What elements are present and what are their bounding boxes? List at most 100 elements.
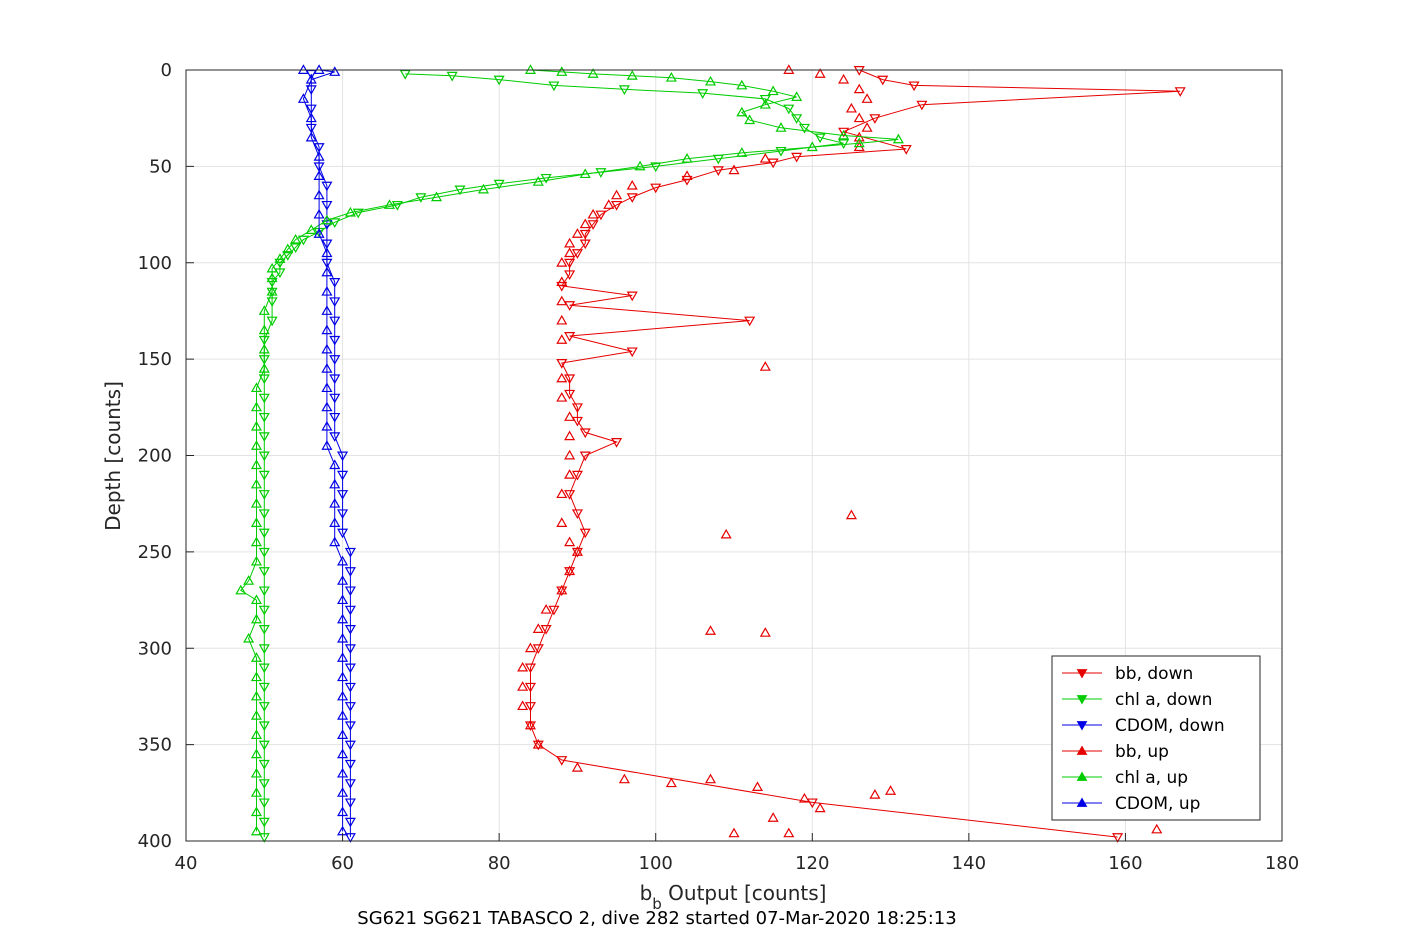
- data-point: [266, 285, 278, 296]
- data-point: [266, 316, 278, 327]
- data-point: [853, 66, 865, 76]
- data-point: [564, 332, 576, 342]
- data-point: [477, 183, 490, 194]
- data-point: [571, 762, 583, 772]
- data-point: [571, 470, 583, 481]
- data-point: [258, 305, 270, 315]
- legend-label: CDOM, up: [1115, 794, 1200, 814]
- data-point: [337, 594, 349, 605]
- legend-item: CDOM, up: [1062, 794, 1200, 814]
- y-tick-label: 200: [138, 446, 172, 467]
- legend: bb, down chl a, down CDOM, down bb, up chl a…: [1051, 655, 1261, 821]
- data-point: [344, 206, 356, 217]
- data-point: [626, 193, 638, 203]
- data-point: [258, 451, 270, 462]
- data-point: [759, 94, 771, 105]
- data-point: [258, 586, 270, 597]
- data-point: [665, 72, 677, 82]
- data-point: [838, 127, 850, 138]
- x-tick-label: 140: [952, 853, 986, 874]
- data-point: [290, 233, 302, 244]
- data-point: [524, 663, 536, 674]
- data-point: [250, 690, 262, 701]
- data-point: [783, 104, 795, 115]
- data-point: [329, 536, 341, 547]
- data-point: [618, 85, 630, 95]
- data-point: [250, 478, 262, 489]
- data-point: [540, 624, 552, 635]
- data-point: [250, 652, 262, 662]
- data-point: [337, 806, 349, 817]
- legend-item: bb, down: [1062, 664, 1193, 684]
- data-point: [321, 214, 333, 225]
- data-point: [892, 133, 904, 144]
- data-point: [564, 411, 576, 421]
- data-point: [329, 393, 341, 404]
- data-point: [556, 517, 568, 527]
- data-point: [258, 470, 270, 481]
- data-point: [258, 412, 270, 423]
- data-point: [250, 767, 262, 778]
- data-point: [329, 297, 341, 308]
- data-point: [258, 363, 270, 373]
- data-point: [344, 759, 356, 770]
- y-tick-label: 250: [138, 542, 172, 563]
- data-point: [556, 314, 568, 325]
- data-point: [250, 710, 262, 720]
- data-point: [313, 143, 325, 153]
- data-point: [634, 160, 646, 171]
- data-point: [767, 812, 779, 822]
- data-point: [329, 335, 341, 346]
- data-point: [900, 145, 912, 155]
- data-point: [282, 243, 294, 254]
- x-tick-label: 80: [488, 853, 511, 874]
- x-axis-label-main: b: [640, 881, 653, 905]
- data-point: [564, 247, 576, 258]
- data-point: [571, 509, 583, 520]
- data-point: [258, 779, 270, 789]
- data-point: [650, 162, 662, 173]
- data-point: [337, 632, 349, 643]
- data-point: [344, 740, 356, 751]
- data-point: [337, 509, 349, 520]
- data-point: [626, 347, 638, 358]
- data-point: [626, 291, 638, 302]
- data-point: [524, 702, 536, 712]
- data-point: [564, 301, 576, 311]
- data-point: [767, 158, 779, 169]
- data-point: [791, 91, 803, 101]
- data-point: [564, 536, 576, 547]
- data-point: [556, 281, 568, 292]
- legend-box: [1051, 655, 1261, 821]
- data-point: [540, 173, 552, 184]
- data-point: [321, 181, 333, 192]
- data-point: [344, 547, 356, 558]
- data-point: [704, 625, 717, 635]
- data-point: [697, 89, 709, 99]
- data-point: [595, 210, 607, 221]
- data-point: [1112, 833, 1124, 843]
- y-tick-label: 400: [138, 831, 172, 852]
- data-point: [783, 827, 795, 838]
- data-point: [430, 191, 443, 202]
- data-point: [579, 168, 591, 179]
- data-point: [783, 64, 795, 74]
- data-point: [869, 114, 881, 124]
- data-point: [845, 509, 857, 520]
- data-point: [564, 430, 576, 441]
- data-point: [321, 305, 333, 315]
- data-point: [337, 451, 349, 462]
- data-point: [344, 721, 356, 732]
- data-point: [524, 682, 536, 693]
- x-axis-label-subscript: b: [652, 895, 662, 913]
- data-point: [571, 403, 583, 414]
- data-point: [548, 81, 560, 92]
- x-tick-label: 180: [1265, 853, 1299, 874]
- data-point: [587, 220, 599, 230]
- data-point: [337, 555, 349, 566]
- data-point: [579, 218, 591, 229]
- data-point: [556, 391, 568, 402]
- x-tick-label: 120: [795, 853, 829, 874]
- data-point: [344, 817, 356, 828]
